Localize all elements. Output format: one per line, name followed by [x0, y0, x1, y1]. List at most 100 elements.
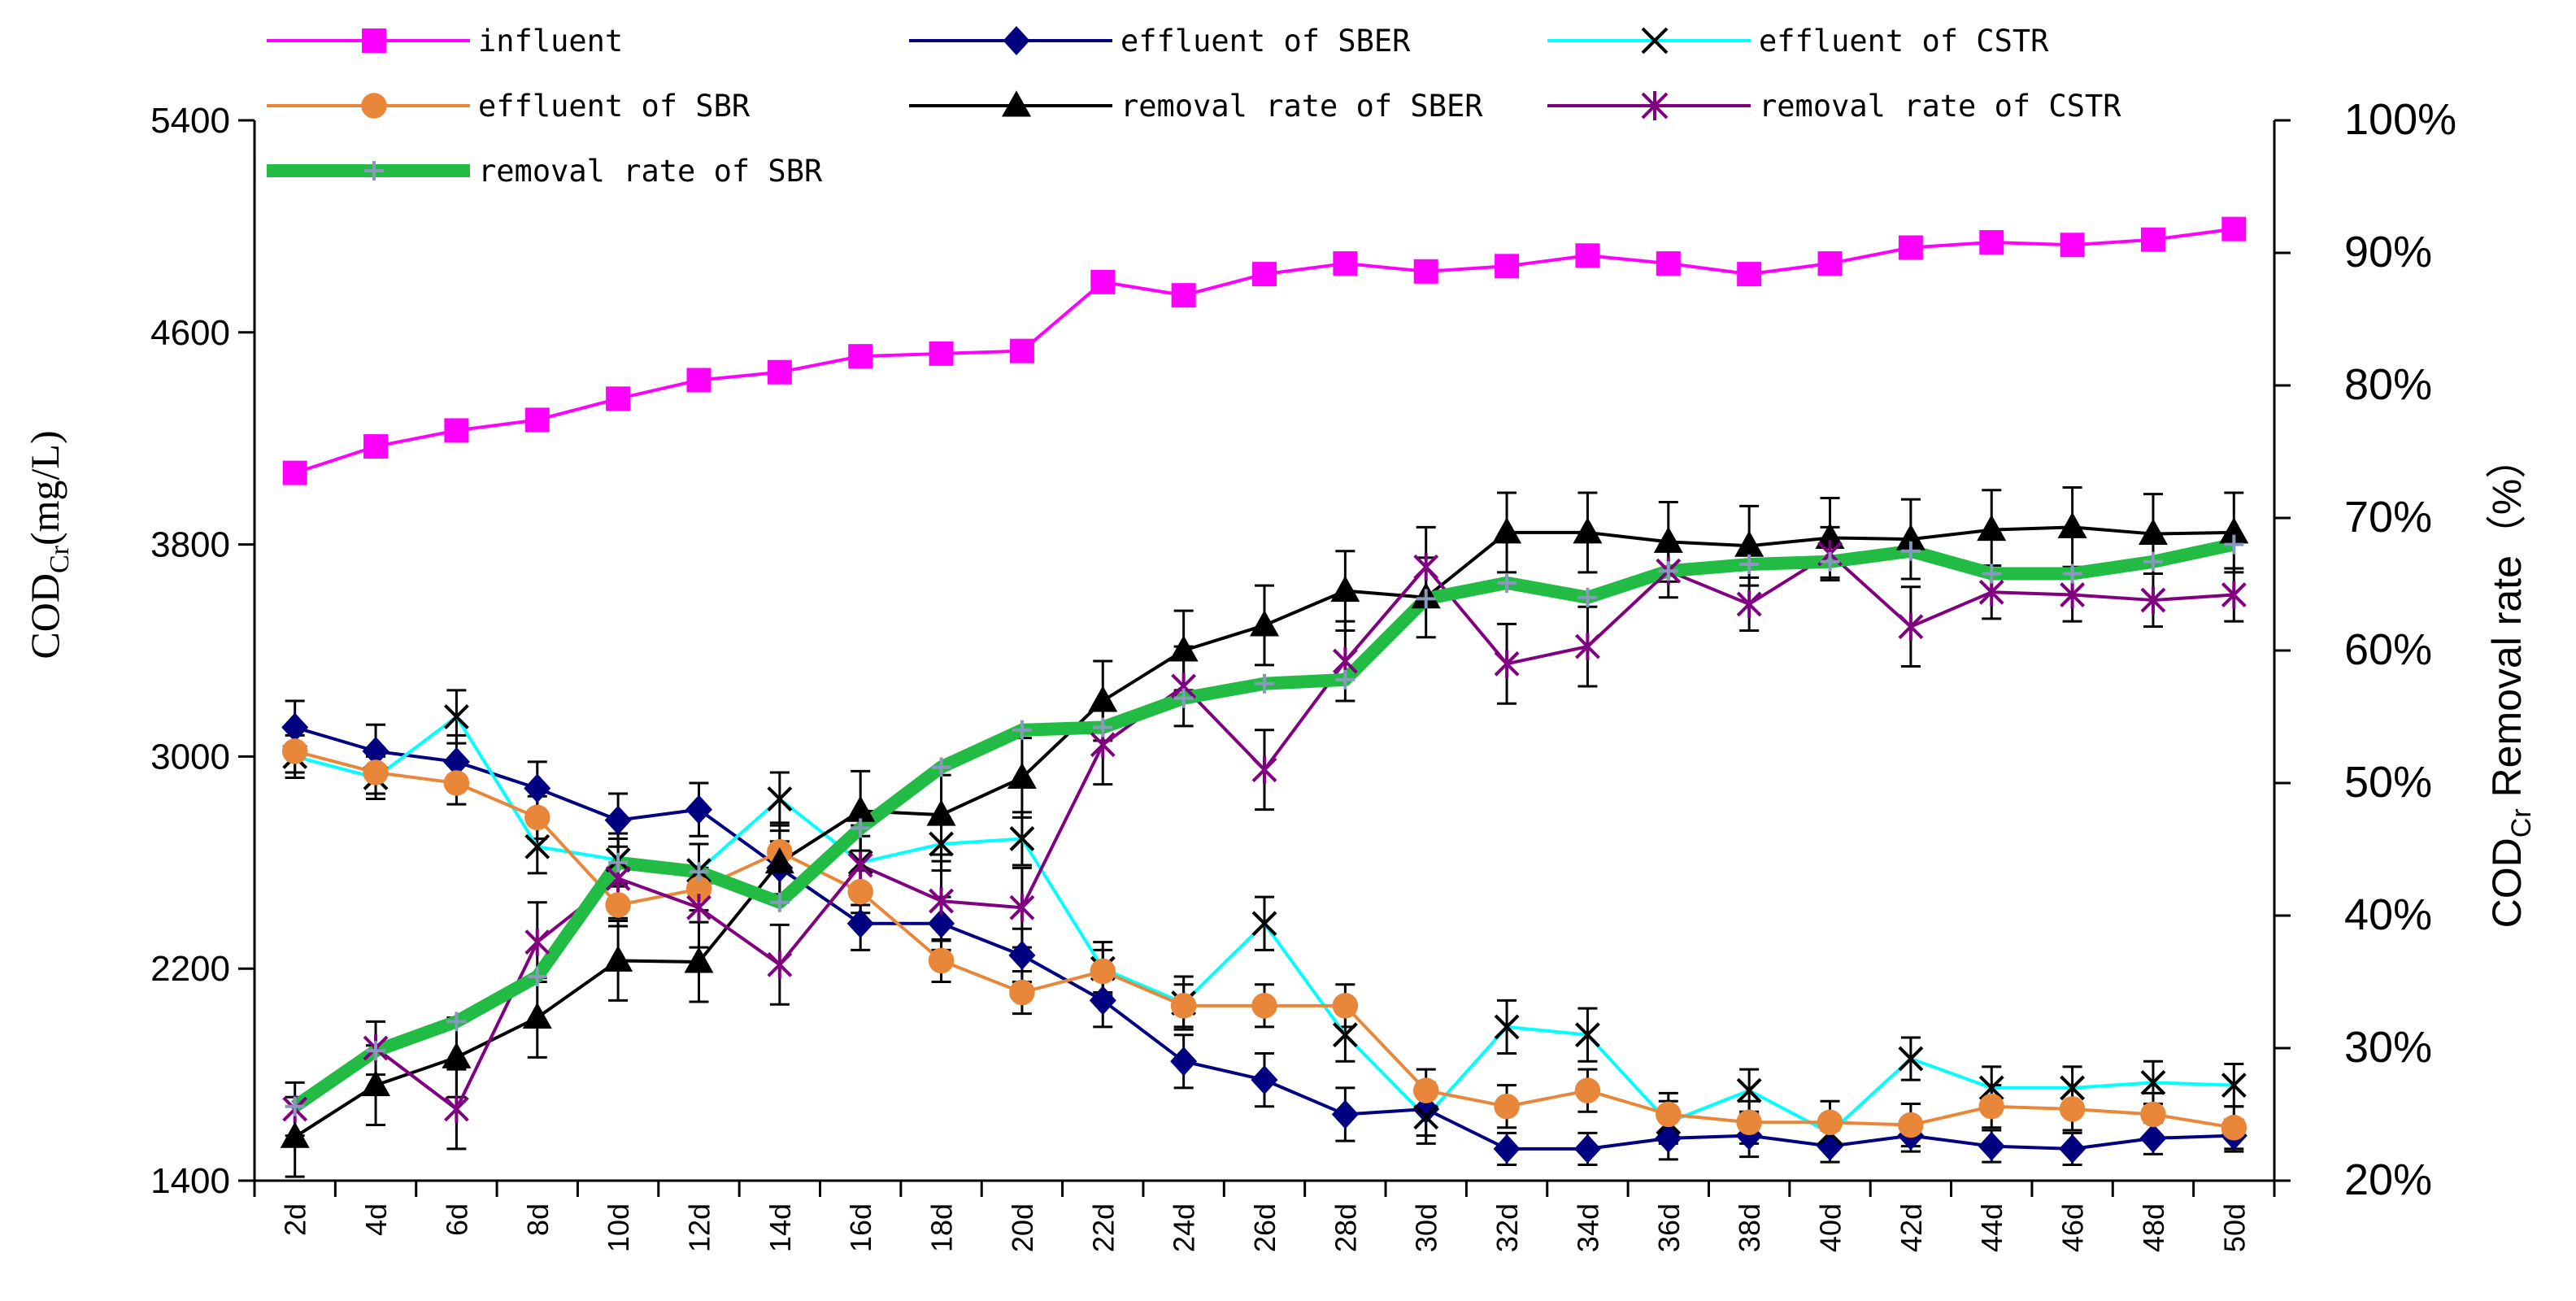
data-point	[1739, 555, 1760, 575]
data-point	[2140, 1069, 2166, 1095]
data-point	[847, 851, 873, 879]
data-point	[1335, 669, 1355, 690]
data-point	[1898, 612, 1924, 641]
data-point	[446, 1012, 467, 1032]
data-point	[2143, 551, 2163, 572]
data-point	[2224, 534, 2244, 555]
data-point	[846, 795, 876, 822]
data-point	[1495, 254, 1520, 279]
data-point	[1737, 262, 1762, 287]
data-point	[1494, 1093, 1520, 1120]
data-point	[1658, 561, 1678, 581]
data-point	[2221, 581, 2247, 609]
y-right-tick-label: 90%	[2344, 228, 2432, 276]
x-tick-label: 20d	[1006, 1203, 1039, 1252]
data-point	[1978, 1093, 2004, 1120]
x-tick-label: 48d	[2137, 1203, 2170, 1252]
error-bars	[285, 222, 2244, 1178]
y-left-tick-label: 3800	[150, 525, 230, 565]
data-point	[524, 833, 550, 859]
data-point	[2057, 511, 2087, 538]
legend-marker	[1641, 91, 1669, 120]
data-point	[1332, 993, 1359, 1019]
data-point	[1898, 1112, 1924, 1138]
data-point	[2062, 563, 2082, 584]
data-point	[1898, 235, 1923, 260]
data-point	[1577, 587, 1598, 607]
data-point	[1575, 243, 1600, 268]
data-point	[2219, 517, 2249, 544]
data-point	[848, 344, 873, 369]
y-right-tick-label: 60%	[2344, 625, 2432, 674]
data-point	[443, 770, 470, 796]
data-point	[1817, 1109, 1843, 1136]
data-point	[1412, 1077, 1439, 1103]
data-point	[1088, 685, 1118, 712]
data-point	[1895, 524, 1925, 550]
y-left-tick-label: 3000	[150, 737, 230, 777]
x-tick-label: 40d	[1814, 1203, 1847, 1252]
x-tick-label: 22d	[1086, 1203, 1120, 1252]
x-tick-label: 42d	[1895, 1203, 1928, 1252]
data-point	[366, 1041, 386, 1061]
x-tick-label: 10d	[602, 1203, 635, 1252]
data-point	[1170, 1046, 1198, 1077]
legend-label: effluent of SBER	[1120, 24, 1411, 59]
data-point	[281, 738, 308, 764]
legend-marker	[362, 28, 386, 53]
x-tick-label: 16d	[844, 1203, 877, 1252]
data-point	[851, 818, 871, 838]
x-tick-label: 30d	[1410, 1203, 1443, 1252]
data-point	[1736, 590, 1762, 618]
data-point	[929, 831, 954, 857]
y-left-tick-label: 4600	[150, 313, 230, 353]
data-point	[1817, 251, 1843, 276]
data-point	[1575, 633, 1600, 660]
data-point	[929, 341, 954, 366]
x-tick-label: 26d	[1248, 1203, 1281, 1252]
data-point	[685, 794, 712, 825]
data-point	[764, 847, 794, 874]
y-right-tick-label: 40%	[2344, 890, 2432, 939]
data-point	[444, 418, 469, 443]
data-point	[2060, 1075, 2086, 1101]
legend-marker	[1002, 90, 1031, 117]
data-point	[1977, 514, 2007, 542]
data-point	[1255, 673, 1274, 694]
data-point	[282, 460, 307, 485]
data-point	[608, 852, 629, 872]
data-point	[1171, 283, 1196, 308]
data-point	[285, 1096, 305, 1116]
data-point	[1494, 650, 1520, 678]
legend: influent effluent of SBER effluent of CSTR…	[267, 24, 2121, 189]
data-point	[363, 759, 389, 785]
data-point	[1090, 269, 1116, 294]
data-point	[686, 894, 711, 922]
data-point	[1815, 522, 1845, 549]
data-point	[684, 946, 714, 973]
data-point	[606, 386, 631, 411]
x-tick-label: 34d	[1571, 1203, 1604, 1252]
data-point	[2221, 1073, 2247, 1099]
data-point	[605, 892, 631, 918]
x-tick-label: 2d	[279, 1203, 312, 1236]
data-point	[1168, 635, 1199, 662]
data-point	[929, 887, 954, 915]
data-point	[1413, 1104, 1439, 1130]
data-point	[928, 908, 955, 938]
data-point	[2059, 1096, 2086, 1122]
x-tick-label: 44d	[1975, 1203, 2008, 1252]
y-left-tick-label: 5400	[150, 101, 230, 141]
data-point	[362, 736, 389, 766]
data-point	[280, 1121, 310, 1148]
x-tick-label: 32d	[1490, 1203, 1524, 1252]
data-point	[1008, 940, 1036, 970]
data-point	[443, 1095, 469, 1123]
y-axis-title-left: CODCr(mg/L)	[22, 430, 75, 659]
y-right-tick-label: 20%	[2344, 1155, 2432, 1204]
data-point	[1574, 1077, 1601, 1103]
data-point	[2139, 1123, 2167, 1153]
data-point	[1493, 1133, 1521, 1164]
data-point	[524, 773, 551, 803]
data-point	[1900, 541, 1921, 561]
